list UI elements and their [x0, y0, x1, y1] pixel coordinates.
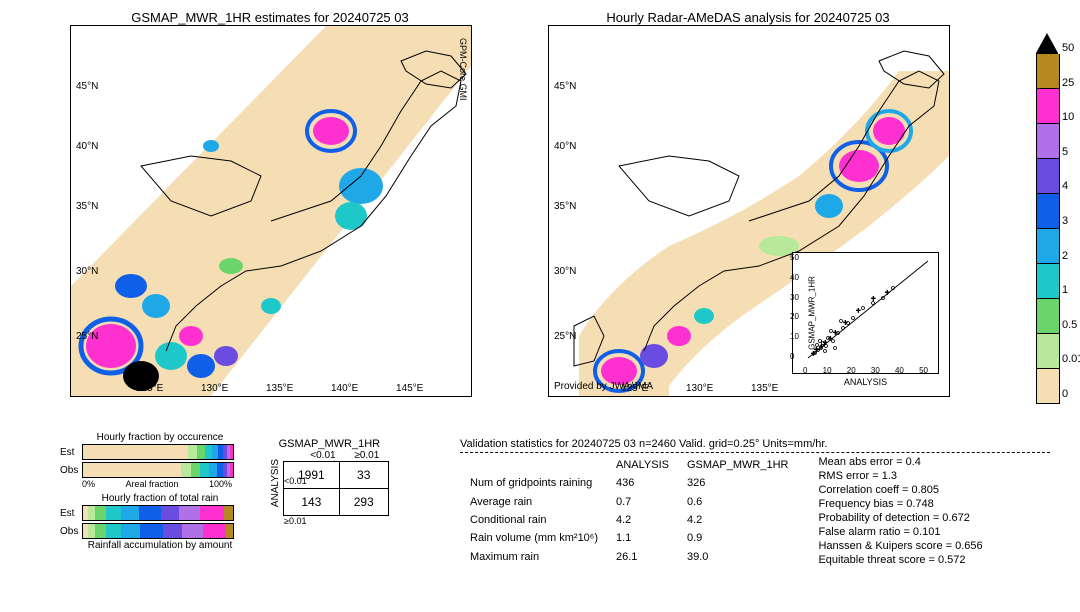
val-col2: GSMAP_MWR_1HR: [679, 457, 796, 473]
val-row: Maximum rain: [462, 549, 606, 565]
lat-tick: 35°N: [554, 201, 576, 212]
sc-ytick: 10: [790, 332, 799, 341]
con-cell: 293: [339, 489, 388, 516]
sc-xtick: 40: [895, 366, 904, 375]
lon-tick: 135°E: [751, 383, 778, 394]
validation-table: ANALYSISGSMAP_MWR_1HR Num of gridpoints …: [460, 455, 798, 567]
lat-tick: 40°N: [554, 141, 576, 152]
val-cell: 26.1: [608, 549, 677, 565]
stats-list: Mean abs error = 0.4RMS error = 1.3Corre…: [818, 455, 982, 567]
svg-text:+: +: [885, 288, 890, 297]
val-cell: 436: [608, 475, 677, 491]
lat-tick: 25°N: [554, 331, 576, 342]
con-col1: ≥0.01: [345, 450, 389, 461]
validation-panel: Validation statistics for 20240725 03 n=…: [460, 438, 1050, 567]
xend: 100%: [209, 479, 232, 489]
map1-box: GPM-Core GMI 45°N 40°N 35°N 30°N 25°N 12…: [70, 25, 472, 397]
con-colheader: GSMAP_MWR_1HR: [270, 438, 389, 450]
val-row: Conditional rain: [462, 512, 606, 528]
sc-xtick: 20: [847, 366, 856, 375]
sc-ytick: 0: [790, 352, 799, 361]
lat-tick: 30°N: [554, 266, 576, 277]
val-cell: 4.2: [679, 512, 796, 528]
con-row1: ≥0.01: [284, 516, 306, 526]
val-row: Average rain: [462, 494, 606, 510]
lon-tick: 125°E: [136, 383, 163, 394]
sc-xtick: 50: [919, 366, 928, 375]
lon-tick: 135°E: [266, 383, 293, 394]
lat-tick: 45°N: [76, 81, 98, 92]
svg-text:+: +: [843, 318, 848, 327]
val-row: Num of gridpoints raining: [462, 475, 606, 491]
lat-tick: 40°N: [76, 141, 98, 152]
contingency-panel: GSMAP_MWR_1HR ANALYSIS <0.01 ≥0.01 19913…: [270, 438, 389, 516]
val-cell: 0.6: [679, 494, 796, 510]
val-cell: 1.1: [608, 530, 677, 546]
sc-xtick: 30: [871, 366, 880, 375]
scatter-ylabel: GSMAP_MWR_1HR: [807, 276, 816, 350]
sc-ytick: 20: [790, 312, 799, 321]
frac-title3: Rainfall accumulation by amount: [60, 540, 260, 551]
con-cell: 143: [284, 489, 340, 516]
frac-title2: Hourly fraction of total rain: [60, 493, 260, 504]
frac-title1: Hourly fraction by occurence: [60, 432, 260, 443]
lon-tick: 130°E: [686, 383, 713, 394]
val-col1: ANALYSIS: [608, 457, 677, 473]
lat-tick: 45°N: [554, 81, 576, 92]
lat-tick: 30°N: [76, 266, 98, 277]
map1-title: GSMAP_MWR_1HR estimates for 20240725 03: [70, 10, 470, 25]
svg-text:+: +: [871, 294, 876, 303]
map2-container: Hourly Radar-AMeDAS analysis for 2024072…: [548, 10, 948, 397]
val-cell: 0.9: [679, 530, 796, 546]
sc-ytick: 40: [790, 273, 799, 282]
frac-label-est: Est: [60, 508, 82, 519]
sc-xtick: 0: [803, 366, 807, 375]
map1-container: GSMAP_MWR_1HR estimates for 20240725 03: [70, 10, 470, 397]
frac-label-obs: Obs: [60, 465, 82, 476]
val-cell: 326: [679, 475, 796, 491]
map1-sat-label: GPM-Core GMI: [458, 38, 468, 101]
xstart: 0%: [82, 479, 95, 489]
val-cell: 39.0: [679, 549, 796, 565]
lon-tick: 140°E: [331, 383, 358, 394]
lat-tick: 25°N: [76, 331, 98, 342]
frac-label-obs: Obs: [60, 526, 82, 537]
lon-tick: 130°E: [201, 383, 228, 394]
svg-text:+: +: [856, 306, 861, 315]
val-cell: 4.2: [608, 512, 677, 528]
con-row0: <0.01: [284, 476, 307, 486]
frac-label-est: Est: [60, 447, 82, 458]
map2-box: ++ ++ ++ ++ ++ 0 10 20 30 40 50 0 10 20 …: [548, 25, 950, 397]
fraction-panel: Hourly fraction by occurence Est Obs 0% …: [60, 432, 260, 551]
svg-text:+: +: [833, 328, 838, 337]
val-header: Validation statistics for 20240725 03 n=…: [460, 438, 1050, 450]
sc-ytick: 50: [790, 253, 799, 262]
map2-title: Hourly Radar-AMeDAS analysis for 2024072…: [548, 10, 948, 25]
lon-tick: 125°E: [621, 383, 648, 394]
colorbar: 00.010.512345102550: [1036, 30, 1060, 400]
val-cell: 0.7: [608, 494, 677, 510]
con-cell: 33: [339, 462, 388, 489]
sc-xtick: 10: [823, 366, 832, 375]
lat-tick: 35°N: [76, 201, 98, 212]
lon-tick: 145°E: [396, 383, 423, 394]
sc-ytick: 30: [790, 293, 799, 302]
xlabel: Areal fraction: [125, 479, 178, 489]
scatter-xlabel: ANALYSIS: [793, 377, 938, 387]
con-col0: <0.01: [301, 450, 345, 461]
scatter-inset: ++ ++ ++ ++ ++ 0 10 20 30 40 50 0 10 20 …: [792, 252, 939, 374]
val-row: Rain volume (mm km²10⁶): [462, 530, 606, 546]
con-rowheader: ANALYSIS: [270, 459, 281, 507]
